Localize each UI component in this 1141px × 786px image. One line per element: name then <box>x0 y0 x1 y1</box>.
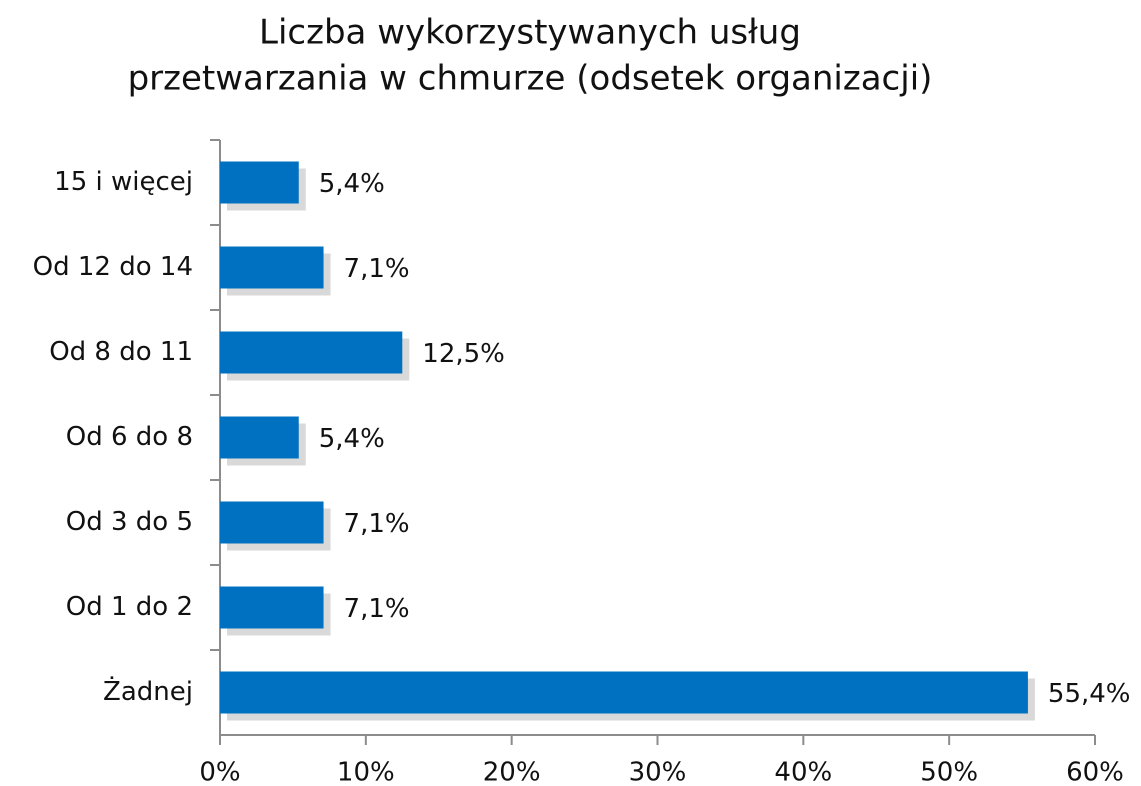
value-label: 5,4% <box>319 424 385 454</box>
bar <box>220 416 299 459</box>
value-label: 7,1% <box>344 509 410 539</box>
bar <box>220 586 324 629</box>
x-tick-label: 40% <box>774 758 832 783</box>
bar <box>220 161 299 204</box>
value-label: 7,1% <box>344 254 410 284</box>
y-tick-label: Od 12 do 14 <box>33 252 193 282</box>
x-tick-label: 0% <box>199 758 240 783</box>
x-tick-label: 10% <box>337 758 395 783</box>
chart-title: Liczba wykorzystywanych usług <box>259 13 801 53</box>
y-tick-label: 15 i więcej <box>54 167 193 197</box>
value-label: 5,4% <box>319 169 385 199</box>
bar <box>220 331 403 374</box>
x-tick-label: 30% <box>629 758 687 783</box>
x-tick-label: 20% <box>483 758 541 783</box>
y-tick-label: Od 3 do 5 <box>66 507 193 537</box>
value-label: 7,1% <box>344 594 410 624</box>
x-tick-label: 60% <box>1066 758 1124 783</box>
value-label: 12,5% <box>422 339 505 369</box>
y-tick-label: Od 8 do 11 <box>49 337 193 367</box>
bar <box>220 246 324 289</box>
y-tick-label: Od 1 do 2 <box>66 592 193 622</box>
y-tick-label: Od 6 do 8 <box>66 422 193 452</box>
value-label: 55,4% <box>1048 679 1131 709</box>
bar <box>220 501 324 544</box>
y-tick-label: Żadnej <box>103 675 193 707</box>
x-tick-label: 50% <box>920 758 978 783</box>
bar <box>220 671 1028 714</box>
chart-title: przetwarzania w chmurze (odsetek organiz… <box>128 59 933 99</box>
